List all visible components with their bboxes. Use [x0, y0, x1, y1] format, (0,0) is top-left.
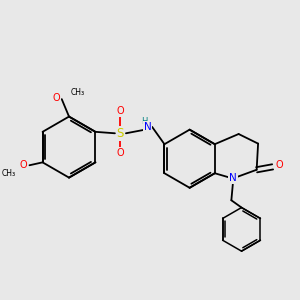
Text: S: S [116, 127, 124, 140]
Text: H: H [141, 117, 147, 126]
Text: CH₃: CH₃ [2, 169, 16, 178]
Text: O: O [19, 160, 27, 170]
Text: O: O [53, 93, 60, 103]
Text: O: O [275, 160, 283, 170]
Text: N: N [229, 173, 237, 184]
Text: O: O [116, 106, 124, 116]
Text: CH₃: CH₃ [71, 88, 85, 97]
Text: N: N [144, 122, 152, 132]
Text: O: O [116, 148, 124, 158]
